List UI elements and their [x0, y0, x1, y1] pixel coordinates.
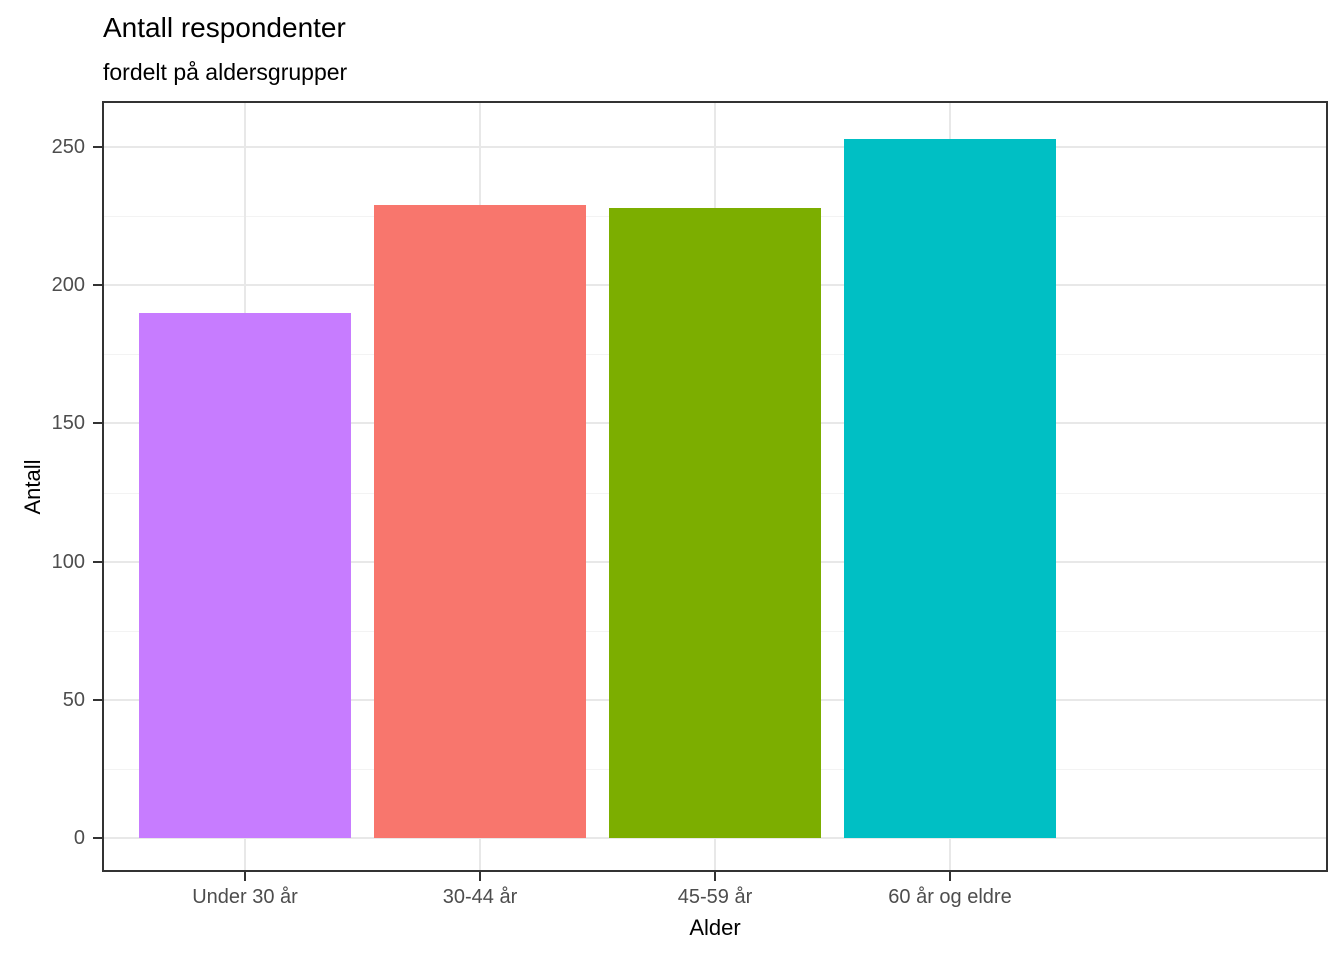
bar-30-44-r: [374, 205, 586, 838]
y-tick-label-150: 150: [51, 412, 85, 435]
x-tick-label-60-r-og-eldre: 60 år og eldre: [888, 886, 1012, 908]
y-tick-label-50: 50: [62, 688, 85, 711]
bar-60-r-og-eldre: [844, 138, 1056, 838]
y-tick-150: [93, 422, 102, 425]
chart-title: Antall respondenter: [103, 12, 346, 43]
y-tick-label-200: 200: [51, 274, 85, 297]
x-tick-label-45-59-r: 45-59 år: [677, 886, 753, 908]
x-tick-label-30-44-r: 30-44 år: [442, 886, 518, 908]
chart-subtitle: fordelt på aldersgrupper: [103, 59, 348, 85]
y-tick-label-0: 0: [73, 827, 85, 849]
y-tick-200: [93, 284, 102, 287]
y-tick-label-250: 250: [51, 136, 85, 158]
bar-45-59-r: [609, 207, 821, 838]
y-axis-title: Antall: [20, 459, 45, 515]
x-tick-under-30-r: [244, 872, 246, 881]
y-tick-50: [93, 698, 102, 701]
y-tick-label-100: 100: [51, 550, 85, 573]
x-tick-60-r-og-eldre: [949, 872, 951, 881]
y-tick-0: [93, 837, 102, 839]
x-tick-45-59-r: [714, 872, 716, 881]
y-tick-250: [93, 146, 102, 148]
bar-under-30-r: [139, 312, 351, 838]
plot-panel: [102, 101, 1328, 872]
x-tick-label-under-30-r: Under 30 år: [192, 886, 298, 908]
x-axis-title: Alder: [689, 915, 741, 940]
y-tick-100: [93, 560, 102, 563]
x-tick-30-44-r: [479, 872, 481, 881]
